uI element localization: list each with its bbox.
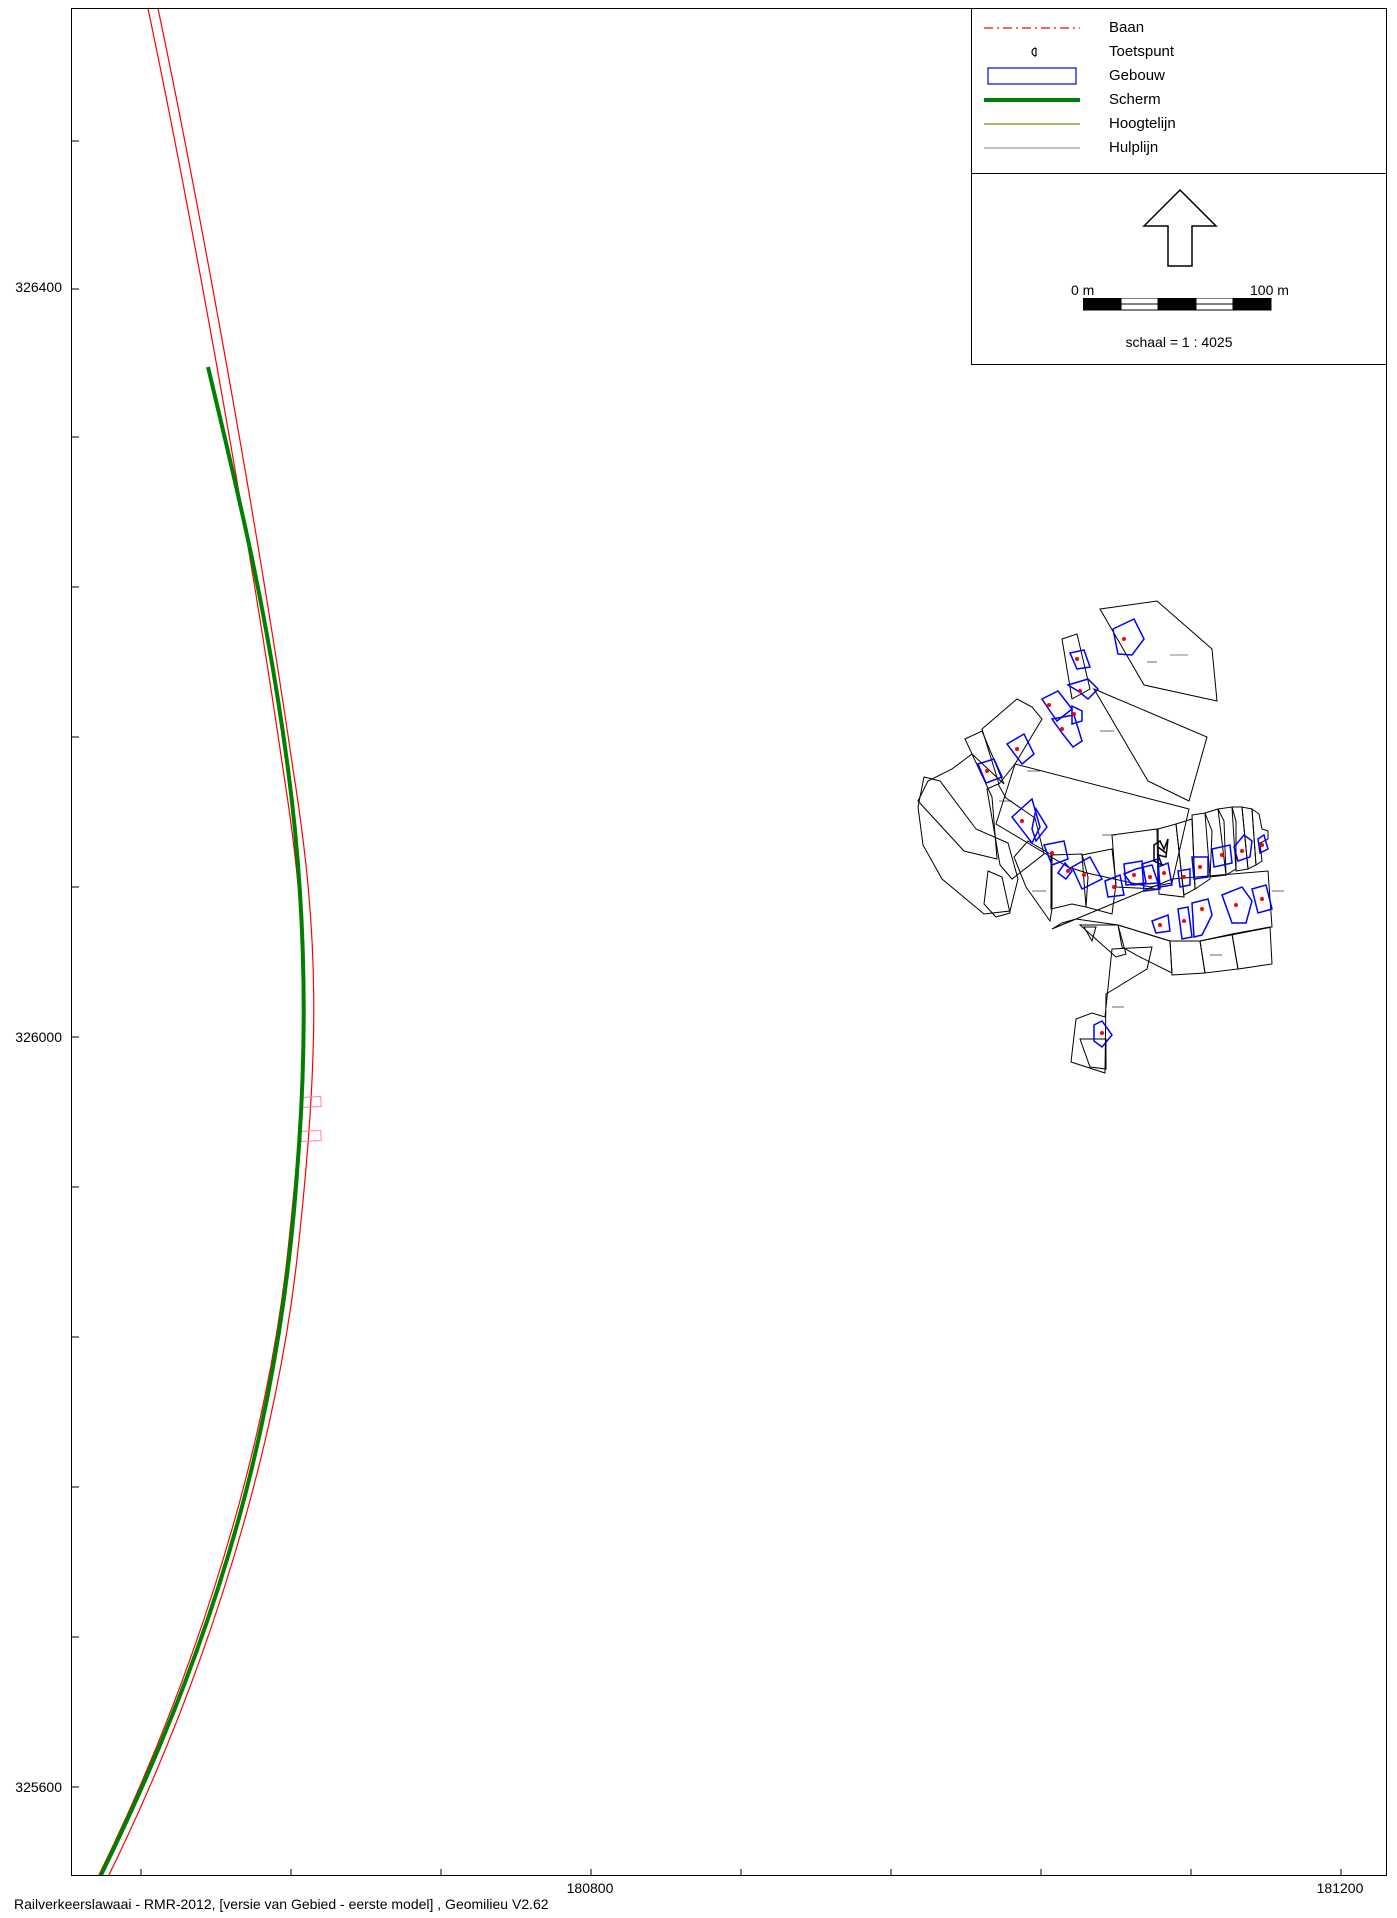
y-axis-label-326400: 326400: [15, 279, 62, 295]
dash-dot-red-line-icon: [984, 27, 1080, 29]
y-axis-label-325600: 325600: [15, 1779, 62, 1795]
scale-max-label: 100 m: [1250, 282, 1289, 298]
parcel-label-marks: [999, 654, 1284, 1008]
legend-item-gebouw: Gebouw: [972, 65, 1386, 87]
x-axis-label-180800: 180800: [566, 1880, 614, 1896]
receiver-point-icon: [1031, 47, 1037, 57]
scale-text: schaal = 1 : 4025: [1125, 334, 1233, 350]
x-axis-label-181200: 181200: [1316, 1880, 1364, 1896]
grey-line-icon: [984, 147, 1080, 149]
scale-bar: [1083, 298, 1272, 311]
legend-item-hoogtelijn: Hoogtelijn: [972, 113, 1386, 135]
legend-label: Hoogtelijn: [1109, 115, 1176, 132]
olive-line-icon: [984, 123, 1080, 125]
north-arrow-icon: [1142, 188, 1218, 267]
noise-screen: [98, 366, 306, 1875]
legend-label: Scherm: [1109, 91, 1161, 108]
blue-rectangle-icon: [987, 67, 1077, 85]
thick-green-line-icon: [984, 98, 1080, 102]
legend-item-scherm: Scherm: [972, 89, 1386, 111]
receiver-points: [985, 637, 1264, 1035]
point-cluster: [1153, 838, 1169, 867]
y-axis-ticks: [72, 140, 79, 1788]
legend-label: Toetspunt: [1109, 43, 1175, 60]
legend-label: Gebouw: [1109, 67, 1165, 84]
parcels: [917, 600, 1273, 1074]
footer-text: Railverkeerslawaai - RMR-2012, [versie v…: [14, 1896, 549, 1912]
legend-label: Baan: [1109, 19, 1145, 36]
map-drawing: [72, 9, 1342, 1875]
y-axis-label-326000: 326000: [15, 1029, 62, 1045]
legend-label: Hulplijn: [1109, 139, 1159, 156]
north-arrow-scale-box: 0 m 100 m schaal = 1 : 4025: [971, 173, 1387, 365]
legend-item-hulplijn: Hulplijn: [972, 137, 1386, 159]
legend-box: Baan Toetspunt Gebouw Scherm Hoogtelijn …: [971, 8, 1387, 175]
scale-min-label: 0 m: [1071, 282, 1095, 298]
rail-track: [98, 9, 315, 1875]
x-axis-ticks: [140, 1869, 1342, 1875]
buildings: [976, 618, 1273, 1049]
legend-item-toetspunt: Toetspunt: [972, 41, 1386, 63]
legend-item-baan: Baan: [972, 17, 1386, 39]
